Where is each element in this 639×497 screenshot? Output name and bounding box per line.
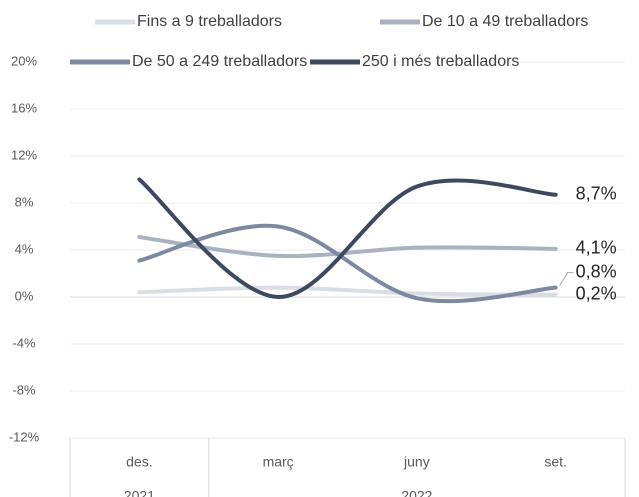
y-tick-label: 16% xyxy=(11,100,37,115)
y-tick-label: 12% xyxy=(11,147,37,162)
legend-label: De 10 a 49 treballadors xyxy=(422,13,588,30)
y-tick-label: 0% xyxy=(15,288,34,303)
y-tick-label: -8% xyxy=(12,382,36,397)
y-tick-label: 8% xyxy=(15,194,34,209)
value-label: 8,7% xyxy=(576,184,617,204)
value-label: 0,8% xyxy=(576,261,617,281)
series-line xyxy=(137,285,558,297)
y-tick-label: -4% xyxy=(12,335,36,350)
x-tick-label: juny xyxy=(403,454,430,470)
x-tick-label: set. xyxy=(544,454,567,470)
leader-line xyxy=(559,272,574,286)
y-tick-label: 4% xyxy=(15,241,34,256)
legend-label: 250 i més treballadors xyxy=(362,53,519,70)
value-label: 0,2% xyxy=(576,283,617,303)
x-tick-label: des. xyxy=(126,454,152,470)
series-line xyxy=(137,177,558,300)
x-group-label: 2022 xyxy=(401,488,432,497)
legend-label: De 50 a 249 treballadors xyxy=(132,53,307,70)
x-group-label: 2021 xyxy=(124,488,155,497)
x-tick-label: març xyxy=(263,454,294,470)
value-label: 4,1% xyxy=(576,238,617,258)
legend-label: Fins a 9 treballadors xyxy=(137,13,282,30)
y-tick-label: -12% xyxy=(9,429,40,444)
y-tick-label: 20% xyxy=(11,53,37,68)
